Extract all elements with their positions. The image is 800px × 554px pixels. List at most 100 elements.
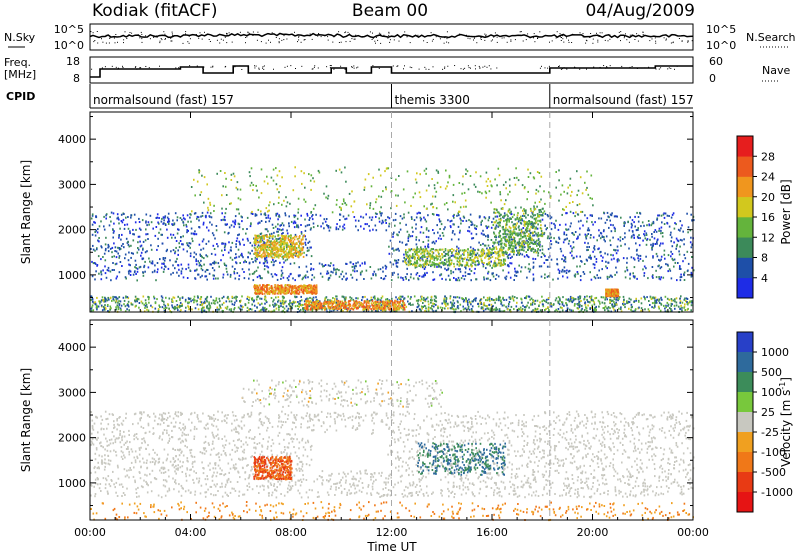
noise-point	[298, 39, 300, 41]
power-cell	[119, 300, 122, 303]
power-cell	[593, 275, 596, 278]
power-cell	[186, 242, 188, 245]
power-cell	[230, 246, 232, 249]
power-cell	[441, 261, 443, 264]
power-cell	[647, 308, 650, 311]
power-cell	[336, 268, 338, 271]
power-cell	[200, 254, 203, 257]
power-cell	[314, 286, 317, 289]
power-cell	[272, 249, 274, 252]
power-cell	[167, 212, 170, 215]
power-cell	[615, 303, 618, 306]
power-cell	[124, 253, 127, 256]
power-cell	[279, 243, 282, 246]
power-cell	[254, 259, 257, 262]
power-cell	[393, 271, 395, 274]
power-cell	[679, 238, 682, 241]
power-cell	[421, 295, 423, 298]
power-cell	[124, 305, 127, 308]
power-cell	[230, 249, 232, 252]
noise-point	[114, 42, 116, 44]
power-cell	[602, 307, 605, 310]
power-cell	[280, 269, 283, 272]
power-cell	[168, 297, 171, 300]
power-cell	[444, 252, 447, 255]
noise-point	[327, 36, 329, 38]
power-cell	[137, 298, 140, 301]
power-cell	[262, 262, 265, 265]
power-cell	[324, 300, 326, 303]
power-cell	[471, 221, 473, 224]
power-cell	[353, 305, 356, 308]
power-cell	[327, 225, 329, 228]
power-cell	[646, 224, 648, 227]
power-cell	[631, 235, 633, 238]
noise-point	[444, 37, 446, 39]
noise-point	[417, 34, 419, 36]
power-cell	[289, 243, 292, 246]
power-cell	[376, 304, 378, 307]
power-cell	[353, 307, 356, 309]
power-cell	[266, 292, 269, 295]
power-cell	[632, 257, 635, 260]
power-cell	[473, 224, 476, 227]
power-cell	[349, 304, 352, 307]
power-cell	[557, 228, 560, 231]
power-cell	[459, 229, 461, 232]
power-cell	[397, 276, 400, 279]
power-cell	[186, 250, 188, 253]
power-cell	[98, 237, 100, 239]
power-cell	[213, 248, 216, 250]
power-cell	[378, 306, 380, 309]
power-cell	[602, 296, 604, 299]
power-cell	[253, 285, 255, 288]
power-cell	[150, 248, 153, 251]
power-cell	[190, 220, 192, 223]
power-cell	[321, 306, 323, 309]
power-cell	[672, 212, 675, 215]
power-cell	[269, 291, 272, 294]
power-cell	[409, 235, 412, 238]
power-cell	[684, 297, 686, 300]
power-cell	[379, 212, 382, 215]
power-cell	[185, 306, 187, 309]
power-cell	[556, 262, 558, 265]
power-cell	[579, 303, 581, 306]
power-cell	[218, 297, 221, 300]
power-cell	[546, 275, 549, 278]
power-cell	[566, 307, 569, 310]
power-cell	[312, 299, 314, 302]
power-cell	[120, 308, 122, 311]
power-cell	[375, 300, 378, 303]
power-cell	[426, 271, 428, 274]
power-cell	[381, 305, 383, 308]
power-cell	[493, 299, 496, 301]
power-cell	[181, 296, 184, 299]
power-cell	[630, 226, 633, 229]
power-cell	[515, 246, 517, 249]
power-cell	[122, 296, 125, 299]
power-cell	[658, 258, 660, 261]
power-cell	[361, 262, 364, 265]
power-cell	[181, 303, 183, 306]
power-cell	[566, 212, 568, 215]
power-cell	[143, 266, 145, 269]
power-cell	[99, 300, 101, 303]
power-cell	[380, 297, 383, 300]
power-cell	[565, 272, 568, 274]
power-cell	[461, 297, 463, 300]
power-cell	[569, 225, 572, 228]
power-cell	[177, 249, 179, 252]
power-cell	[667, 254, 670, 257]
noise-point	[566, 37, 567, 39]
power-cell	[276, 278, 279, 281]
noise-point	[208, 39, 210, 40]
power-cell	[347, 301, 350, 304]
power-cell	[279, 302, 282, 305]
power-cell	[453, 233, 456, 236]
power-cell	[620, 310, 623, 313]
power-cell	[424, 272, 426, 275]
power-cell	[594, 221, 596, 224]
power-cell	[147, 221, 150, 224]
power-cell	[148, 301, 150, 304]
